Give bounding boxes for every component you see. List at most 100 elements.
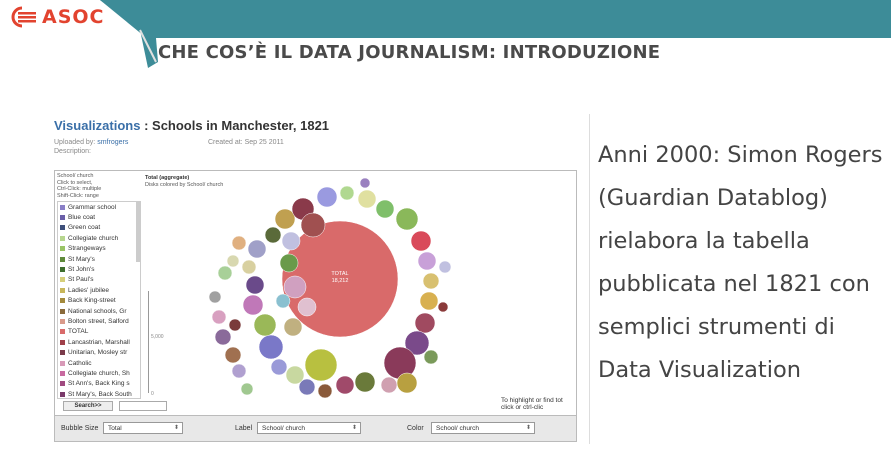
bubble[interactable]	[396, 372, 418, 394]
bubble[interactable]	[437, 301, 449, 313]
narration-text: Anni 2000: Simon Rogers (Guardian Datablo…	[598, 134, 891, 392]
bubble[interactable]	[275, 293, 291, 309]
bubble[interactable]	[217, 265, 233, 281]
bubble[interactable]	[241, 259, 257, 275]
bubble[interactable]	[281, 231, 301, 251]
narration-line: pubblicata nel 1821 con	[598, 271, 870, 297]
color-swatch	[60, 360, 65, 366]
list-item-label: St Ann's, Back King s	[68, 380, 130, 388]
bubble[interactable]	[359, 177, 371, 189]
bubble[interactable]	[214, 328, 232, 346]
list-item[interactable]: St John's	[58, 264, 140, 274]
bubble[interactable]	[247, 239, 267, 259]
size-axis	[148, 291, 149, 393]
list-item[interactable]: St Mary's, Back South	[58, 389, 140, 398]
bubble[interactable]	[304, 348, 338, 382]
bubble[interactable]	[410, 230, 432, 252]
bubble[interactable]	[375, 199, 395, 219]
bubble-size-select[interactable]: Total	[103, 422, 183, 434]
bubble[interactable]	[283, 275, 307, 299]
asoc-logo-icon	[11, 6, 36, 28]
visualizations-link[interactable]: Visualizations	[54, 118, 141, 133]
search-button[interactable]: Search>>	[63, 401, 113, 411]
list-item[interactable]: Strangeways	[58, 244, 140, 254]
list-scrollbar[interactable]	[136, 202, 140, 262]
narration-line: Data Visualization	[598, 357, 801, 383]
bubble[interactable]	[354, 371, 376, 393]
list-item[interactable]: St Paul's	[58, 275, 140, 285]
color-swatch	[60, 204, 65, 210]
school-list[interactable]: Grammar school Blue coat Green coat Collegi…	[57, 201, 141, 399]
color-swatch	[60, 339, 65, 345]
list-item[interactable]: TOTAL	[58, 327, 140, 337]
bubble[interactable]	[208, 290, 222, 304]
total-bubble-label: TOTAL	[331, 271, 348, 277]
bubble[interactable]	[224, 346, 242, 364]
label-select[interactable]: School/ church	[257, 422, 361, 434]
list-item[interactable]: National schools, Gr	[58, 306, 140, 316]
bubble[interactable]	[414, 312, 436, 334]
list-item[interactable]: Lancastrian, Marshall	[58, 337, 140, 347]
list-item[interactable]: Green coat	[58, 223, 140, 233]
bubble[interactable]	[264, 226, 282, 244]
bubble[interactable]	[438, 260, 452, 274]
bubble[interactable]	[339, 185, 355, 201]
bubble[interactable]	[317, 383, 333, 399]
list-item-label: Strangeways	[68, 245, 106, 253]
bubble[interactable]	[404, 330, 430, 356]
list-item[interactable]: St Ann's, Back King s	[58, 379, 140, 389]
color-swatch	[60, 256, 65, 262]
bubble[interactable]	[211, 309, 227, 325]
uploaded-value[interactable]: smfrogers	[97, 139, 129, 146]
bubble[interactable]	[285, 365, 305, 385]
bubble-chart[interactable]: TOTAL 18,212	[195, 177, 485, 402]
list-item-label: TOTAL	[68, 328, 89, 336]
list-item[interactable]: St Mary's	[58, 254, 140, 264]
bubble[interactable]	[242, 294, 264, 316]
bubble[interactable]	[297, 297, 317, 317]
color-swatch	[60, 277, 65, 283]
bubble[interactable]	[380, 376, 398, 394]
list-item-label: Collegiate church	[68, 234, 119, 242]
list-item[interactable]: Ladies' jubilee	[58, 285, 140, 295]
chart-title: Total (aggregate)	[145, 175, 190, 181]
color-swatch	[60, 235, 65, 241]
bubble[interactable]	[422, 272, 440, 290]
list-item[interactable]: Blue coat	[58, 212, 140, 222]
list-item[interactable]: Collegiate church, Sh	[58, 368, 140, 378]
bubble[interactable]	[231, 363, 247, 379]
bubble[interactable]	[279, 253, 299, 273]
bubble[interactable]	[228, 318, 242, 332]
list-item[interactable]: Bolton street, Salford	[58, 316, 140, 326]
list-item[interactable]: Back King-street	[58, 296, 140, 306]
list-item[interactable]: Unitarian, Mosley str	[58, 347, 140, 357]
bubble[interactable]	[240, 382, 254, 396]
bubble[interactable]	[283, 317, 303, 337]
bubble[interactable]	[417, 251, 437, 271]
bubble[interactable]	[258, 334, 284, 360]
list-item[interactable]: Grammar school	[58, 202, 140, 212]
list-item-label: Ladies' jubilee	[68, 286, 109, 294]
bubble[interactable]	[270, 358, 288, 376]
bubble[interactable]	[395, 207, 419, 231]
bubble[interactable]	[316, 186, 338, 208]
color-select[interactable]: School/ church	[431, 422, 535, 434]
bubble[interactable]	[335, 375, 355, 395]
search-input[interactable]	[119, 401, 167, 411]
bubble[interactable]	[226, 254, 240, 268]
bubble[interactable]	[298, 378, 316, 396]
bubble[interactable]	[274, 208, 296, 230]
bubble[interactable]	[245, 275, 265, 295]
list-item-label: Unitarian, Mosley str	[68, 349, 128, 357]
bubble[interactable]	[253, 313, 277, 337]
bubble[interactable]	[419, 291, 439, 311]
bubble[interactable]	[231, 235, 247, 251]
asoc-logo: ASOC	[8, 6, 104, 28]
list-item-label: St Paul's	[68, 276, 94, 284]
bubble[interactable]	[300, 212, 326, 238]
list-item[interactable]: Collegiate church	[58, 233, 140, 243]
bubble[interactable]	[423, 349, 439, 365]
list-item[interactable]: Catholic	[58, 358, 140, 368]
color-swatch	[60, 381, 65, 387]
bubble[interactable]	[357, 189, 377, 209]
